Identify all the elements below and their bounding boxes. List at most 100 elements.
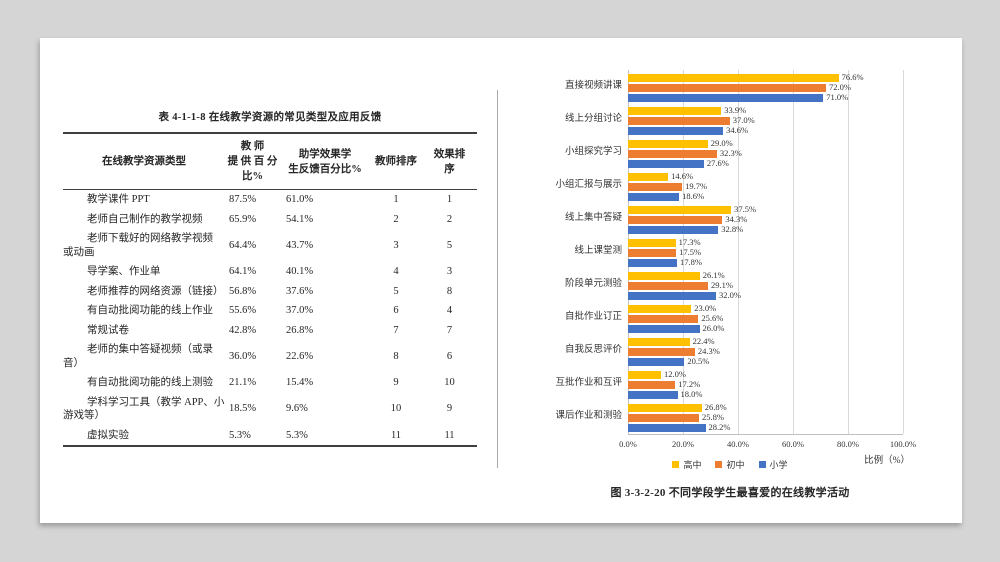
resource-type-cell: 有自动批阅功能的线上测验 — [87, 377, 213, 388]
bar-高中 — [628, 238, 676, 247]
table-title: 表 4-1-1-8 在线教学资源的常见类型及应用反馈 — [158, 112, 382, 123]
table-row: 老师的集中答疑视频（或录 音） 36.0% 22.6% 8 6 — [63, 340, 477, 373]
bar-row: 28.2% — [628, 422, 903, 432]
bar-高中 — [628, 370, 661, 379]
bar-group: 12.0% 17.2% 18.0% — [628, 368, 903, 401]
teacher-provided-pct-cell: 21.1% — [229, 377, 257, 388]
bar-初中 — [628, 413, 699, 422]
chart-plot-area: 76.6% 72.0% 71.0% 33.9% 37.0% 34.6% 29.0% 32.3%… — [628, 70, 904, 435]
bar-初中 — [628, 314, 699, 323]
bar-row: 26.0% — [628, 324, 903, 333]
bar-row: 76.6% — [628, 73, 903, 82]
table-row: 老师下载好的网络教学视频 或动画 64.4% 43.7% 3 5 — [63, 229, 477, 262]
bar-value-label: 23.0% — [694, 303, 717, 313]
bar-小学 — [628, 225, 719, 234]
gridline — [793, 70, 794, 434]
bar-row: 32.8% — [628, 224, 903, 234]
bar-row: 71.0% — [628, 92, 903, 102]
bar-value-label: 29.1% — [711, 280, 733, 290]
gridline — [683, 70, 684, 434]
bar-row: 26.8% — [628, 403, 903, 412]
bar-row: 24.3% — [628, 346, 903, 356]
resource-type-cell: 导学案、作业单 — [87, 266, 161, 277]
bar-value-label: 18.0% — [680, 389, 703, 399]
bar-value-label: 71.0% — [826, 92, 849, 102]
category-label: 线上课堂测 — [574, 246, 622, 256]
bar-row: 32.0% — [628, 291, 903, 300]
bar-高中 — [628, 304, 692, 313]
teacher-provided-pct-cell: 64.1% — [229, 266, 257, 277]
student-feedback-pct-cell: 15.4% — [286, 377, 314, 388]
teacher-rank-cell: 4 — [393, 266, 399, 277]
bar-value-label: 27.6% — [706, 158, 729, 168]
bar-group: 37.5% 34.3% 32.8% — [628, 203, 903, 236]
category-label: 课后作业和测验 — [555, 411, 622, 421]
legend-swatch-icon — [715, 461, 723, 468]
legend-label: 初中 — [726, 460, 745, 470]
bar-group: 26.8% 25.8% 28.2% — [628, 401, 903, 434]
bar-value-label: 33.9% — [724, 105, 747, 115]
bar-value-label: 24.3% — [697, 346, 720, 356]
teacher-rank-cell: 7 — [393, 324, 399, 336]
chart-page: 直接视频讲课 线上分组讨论 小组探究学习 小组汇报与展示 线上集中答疑 线上课堂测 阶段单元… — [498, 38, 962, 523]
effect-rank-cell: 6 — [446, 350, 453, 362]
bar-row: 19.7% — [628, 182, 903, 191]
student-feedback-pct-cell: 61.0% — [286, 194, 314, 205]
bar-row: 14.6% — [628, 171, 903, 181]
column-header-teacher-provided-pct: 教 师 提 供 百 分 比% — [227, 141, 278, 182]
bar-value-label: 18.6% — [682, 191, 705, 201]
bar-row: 18.0% — [628, 389, 903, 399]
teacher-provided-pct-cell: 64.4% — [229, 239, 257, 251]
teacher-rank-cell: 10 — [390, 403, 402, 415]
bar-row: 27.6% — [628, 158, 903, 168]
effect-rank-cell: 3 — [446, 266, 453, 277]
bar-小学 — [628, 390, 678, 399]
column-header-teacher-rank: 教师排序 — [375, 156, 417, 167]
bar-row: 17.8% — [628, 258, 903, 267]
category-label: 自批作业订正 — [564, 312, 622, 322]
effect-rank-cell: 2 — [446, 213, 453, 225]
category-label: 小组探究学习 — [564, 147, 622, 157]
bar-row: 12.0% — [628, 369, 903, 379]
student-feedback-pct-cell: 40.1% — [286, 266, 314, 277]
bar-value-label: 17.3% — [678, 237, 701, 247]
bar-value-label: 14.6% — [671, 171, 694, 181]
bar-value-label: 28.2% — [708, 422, 731, 432]
resource-table: 在线教学资源类型 教 师 提 供 百 分 比% 助学效果学 生反馈百分比% 教师… — [63, 132, 477, 447]
bar-value-label: 29.0% — [710, 138, 733, 148]
bar-row: 25.6% — [628, 313, 903, 323]
bar-group: 14.6% 19.7% 18.6% — [628, 170, 903, 203]
category-label: 直接视频讲课 — [564, 81, 622, 91]
bar-row: 25.8% — [628, 413, 903, 422]
table-row: 学科学习工具（教学 APP、小 游戏等） 18.5% 9.6% 10 9 — [63, 393, 477, 426]
document-page: 表 4-1-1-8 在线教学资源的常见类型及应用反馈 在线教学资源类型 教 师 … — [40, 38, 962, 523]
effect-rank-cell: 10 — [444, 377, 455, 388]
bar-value-label: 12.0% — [664, 369, 686, 379]
bar-row: 26.1% — [628, 271, 903, 280]
x-tick-label: 20.0% — [672, 439, 694, 449]
bar-value-label: 25.6% — [701, 313, 724, 323]
chart-category-labels: 直接视频讲课 线上分组讨论 小组探究学习 小组汇报与展示 线上集中答疑 线上课堂测 阶段单元… — [498, 70, 622, 433]
chart-caption: 图 3-3-2-20 不同学段学生最喜爱的在线教学活动 — [610, 487, 850, 499]
bar-高中 — [628, 172, 669, 181]
bar-小学 — [628, 93, 824, 102]
teacher-provided-pct-cell: 18.5% — [229, 403, 257, 415]
effect-rank-cell: 5 — [446, 239, 453, 251]
bar-group: 26.1% 29.1% 32.0% — [628, 269, 903, 302]
student-feedback-pct-cell: 9.6% — [286, 403, 308, 415]
table-header-row: 在线教学资源类型 教 师 提 供 百 分 比% 助学效果学 生反馈百分比% 教师… — [63, 133, 477, 190]
resource-type-cell: 老师推荐的网络资源（链接） — [87, 285, 224, 297]
teacher-provided-pct-cell: 65.9% — [229, 213, 257, 225]
student-feedback-pct-cell: 54.1% — [286, 213, 314, 225]
teacher-provided-pct-cell: 56.8% — [229, 285, 257, 297]
teacher-rank-cell: 9 — [393, 377, 399, 388]
bar-row: 22.4% — [628, 337, 903, 346]
bar-value-label: 34.3% — [725, 214, 748, 224]
student-feedback-pct-cell: 5.3% — [286, 429, 308, 441]
bar-group: 22.4% 24.3% 20.5% — [628, 335, 903, 368]
bar-初中 — [628, 116, 730, 125]
bar-row: 17.2% — [628, 380, 903, 389]
bar-row: 37.0% — [628, 116, 903, 125]
x-tick-label: 40.0% — [727, 439, 749, 449]
bar-value-label: 32.8% — [721, 224, 744, 234]
